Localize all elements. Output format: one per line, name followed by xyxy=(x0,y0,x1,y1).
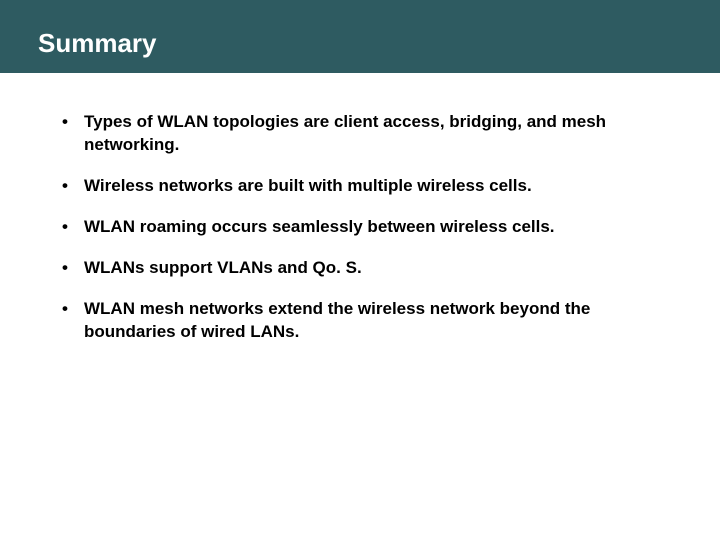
slide-title: Summary xyxy=(38,28,720,59)
title-bar: Summary xyxy=(0,0,720,73)
slide: Summary Types of WLAN topologies are cli… xyxy=(0,0,720,540)
bullet-item: WLAN roaming occurs seamlessly between w… xyxy=(60,216,672,239)
bullet-list: Types of WLAN topologies are client acce… xyxy=(60,111,672,344)
bullet-item: Wireless networks are built with multipl… xyxy=(60,175,672,198)
bullet-item: WLAN mesh networks extend the wireless n… xyxy=(60,298,672,344)
bullet-item: WLANs support VLANs and Qo. S. xyxy=(60,257,672,280)
bullet-item: Types of WLAN topologies are client acce… xyxy=(60,111,672,157)
slide-content: Types of WLAN topologies are client acce… xyxy=(0,73,720,344)
